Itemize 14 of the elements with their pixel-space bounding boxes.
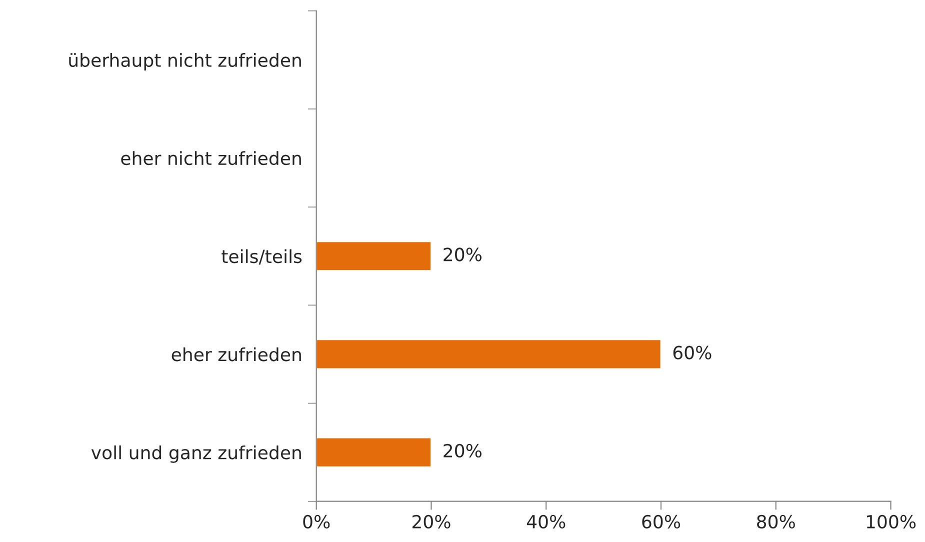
x-tick-label: 100% [866,514,916,529]
y-tick-label: voll und ganz zufrieden [91,445,301,463]
y-tick-label: teils/teils [222,249,302,265]
y-tick-label: eher zufrieden [172,347,301,362]
x-tick-label: 80% [757,514,795,529]
data-label: 60% [673,346,712,360]
data-label: 20% [444,248,482,262]
x-tick-label: 40% [526,514,566,529]
x-tick-label: 0% [303,514,330,529]
y-tick-label: eher nicht zufrieden [121,151,301,166]
x-tick-label: 20% [412,514,450,529]
data-label: 20% [444,444,482,458]
x-tick-label: 60% [642,514,680,529]
y-tick-label: überhaupt nicht zufrieden [69,53,301,71]
